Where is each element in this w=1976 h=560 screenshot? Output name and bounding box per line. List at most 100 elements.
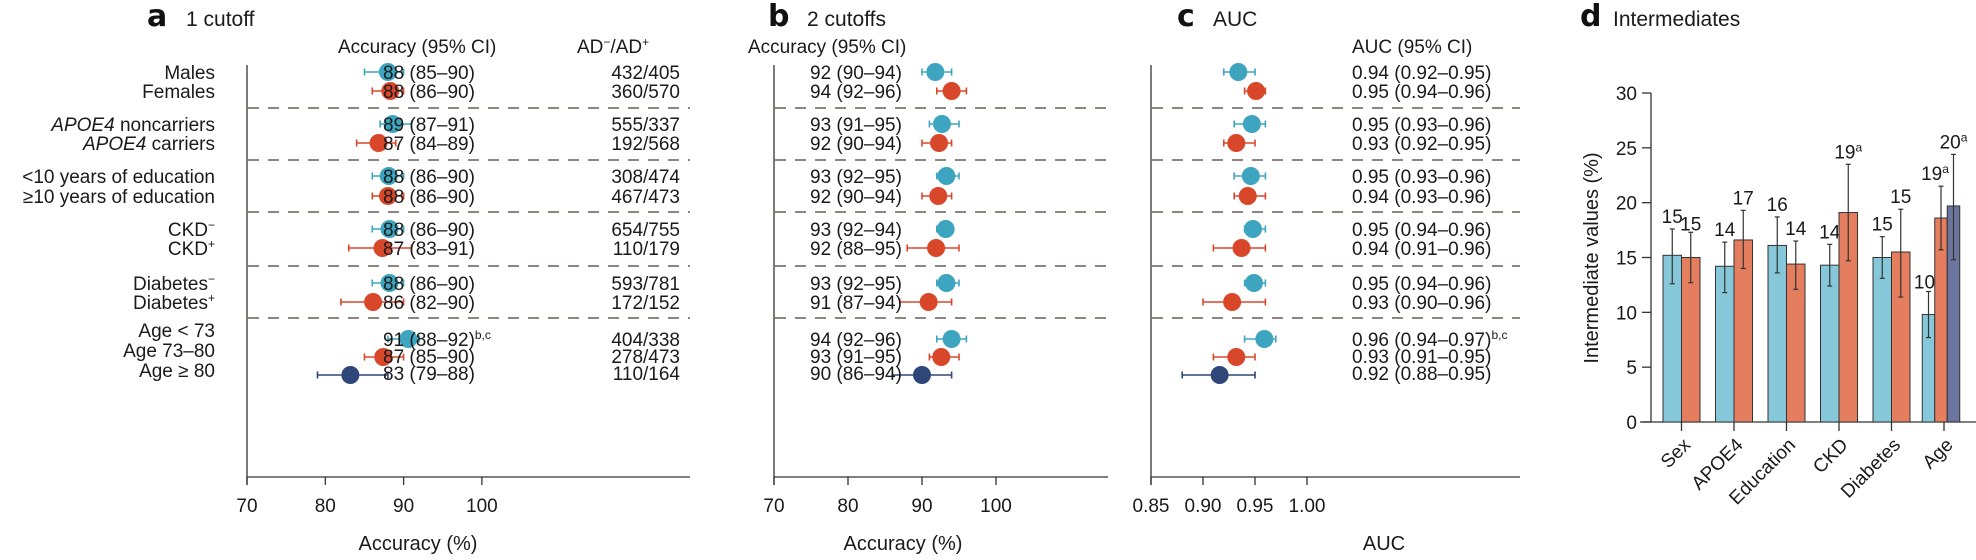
value-label: 0.95 (0.94–0.96) [1352,82,1491,103]
point-marker [378,63,397,81]
value-text: 0.95 (0.93–0.96) [1352,115,1491,136]
value-text: 88 (86–90) [383,220,475,241]
value-text: 88 (85–90) [383,63,475,84]
bar-value-label: 15 [1890,187,1911,208]
row-label-text: Diabetes [133,293,208,314]
bar-group: 10 [1914,272,1936,423]
panel-title: 1 cutoff [186,8,255,31]
y-tick-label: 0 [1626,413,1637,434]
row-label: <10 years of education [22,167,215,188]
value-text: 88 (86–90) [383,274,475,295]
point-marker [364,293,383,311]
point-marker [1229,63,1248,81]
data-point [379,115,413,133]
data-point [1233,187,1267,205]
y-axis-label: Intermediate values (%) [1581,152,1603,363]
row-label-text: ≥10 years of education [23,187,215,208]
value-label: 0.95 (0.94–0.96) [1352,220,1491,241]
data-point [906,239,960,257]
bar-value-text: 19 [1921,164,1942,185]
value-label: 88 (86–90) [383,167,475,188]
data-point [387,330,421,348]
row-label-superscript: + [208,237,215,251]
data-point [371,220,405,238]
counts-label: 593/781 [611,274,680,295]
value-text: 87 (83–91) [383,239,475,260]
x-tick-label: 0.95 [1237,496,1274,517]
data-point [316,366,389,384]
value-text: 0.95 (0.94–0.96) [1352,220,1491,241]
data-point [928,115,960,133]
data-point [1181,366,1256,384]
point-marker [932,348,951,366]
data-point [1243,82,1267,100]
panel-title: AUC [1213,8,1257,31]
x-tick-label: 100 [466,496,498,517]
y-tick-label: 30 [1616,84,1637,105]
panel-title: 2 cutoffs [807,8,886,31]
value-text: 93 (92–94) [810,220,902,241]
point-marker [1241,167,1260,185]
value-text: 0.94 (0.93–0.96) [1352,187,1491,208]
panel-c: c AUC AUC (95% CI) 0.85 0.90 0.95 1.00 AUC 0.94 … [1133,0,1520,555]
row-label-text: <10 years of education [22,167,215,188]
panel-letter: d [1580,0,1601,34]
bar-value-text: 15 [1662,207,1683,228]
row-label-italic: APOE4 [50,115,114,136]
bar-group: 19a [1921,162,1949,423]
point-marker [932,115,951,133]
point-marker [942,82,961,100]
value-label: 90 (86–94) [810,364,902,385]
row-label: CKD+ [168,237,215,260]
x-tick-label: Age [1919,435,1958,474]
point-marker [919,293,938,311]
value-text: 0.93 (0.92–0.95) [1352,134,1491,155]
column-header: Accuracy (95% CI) [338,37,496,58]
value-text: 91 (88–92) [383,330,475,351]
counts-label: 555/337 [611,115,680,136]
value-label: 93 (92–94) [810,220,902,241]
bar [1872,257,1892,423]
row-label: Diabetes− [133,272,215,295]
bar-group: 15 [1890,187,1911,423]
point-marker [942,330,961,348]
bar [1820,264,1840,423]
data-point [371,274,405,292]
bar-value-label: 19a [1834,140,1862,163]
data-point [935,82,968,100]
data-point [1243,274,1267,292]
value-text: 0.93 (0.91–0.95) [1352,347,1491,368]
y-tick-label: 20 [1616,194,1637,215]
counts-label: 654/755 [611,220,680,241]
value-label: 93 (92–95) [810,167,902,188]
row-label: Age < 73 [138,321,215,342]
point-marker [913,366,931,384]
value-label: 91 (88–92)b,c [383,328,491,351]
bar-value-superscript: a [1855,140,1862,154]
bar-value-text: 14 [1819,222,1841,243]
point-marker [369,134,388,152]
counts-label: 278/473 [611,347,680,368]
row-label: ≥10 years of education [23,187,215,208]
value-label: 88 (86–90) [383,220,475,241]
value-label: 0.94 (0.91–0.96) [1352,239,1491,260]
point-marker [379,167,398,185]
x-tick-label: 0.90 [1185,496,1222,517]
row-label-italic: APOE4 [82,134,146,155]
value-text: 93 (91–95) [810,115,902,136]
counts-label: 192/568 [611,134,680,155]
point-marker [341,366,360,384]
row-label-text: carriers [146,134,215,155]
value-label: 0.93 (0.90–0.96) [1352,293,1491,314]
x-tick-label: 80 [315,496,336,517]
value-text: 93 (92–95) [810,167,902,188]
x-tick-label: 80 [837,496,858,517]
value-text: 90 (86–94) [810,364,902,385]
point-marker [373,239,392,257]
point-marker [380,220,399,238]
value-label: 0.94 (0.92–0.95) [1352,63,1491,84]
data-point [898,293,953,311]
y-tick-label: 25 [1616,139,1637,160]
data-point [363,63,405,81]
